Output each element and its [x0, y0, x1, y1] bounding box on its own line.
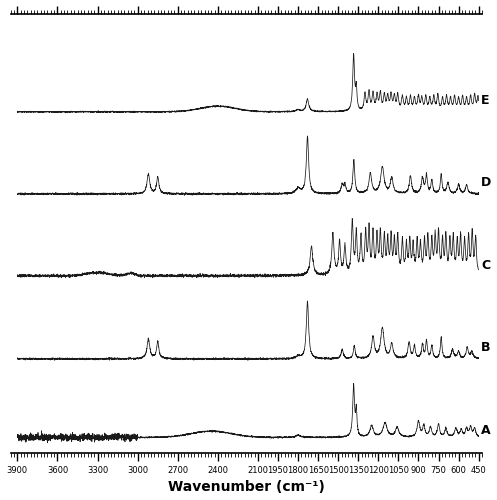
Text: B: B [481, 342, 491, 354]
X-axis label: Wavenumber (cm⁻¹): Wavenumber (cm⁻¹) [168, 480, 325, 494]
Text: 1/cm: 1/cm [0, 499, 1, 500]
Text: A: A [481, 424, 491, 437]
Text: E: E [481, 94, 490, 107]
Text: D: D [481, 176, 491, 190]
Text: C: C [481, 259, 490, 272]
